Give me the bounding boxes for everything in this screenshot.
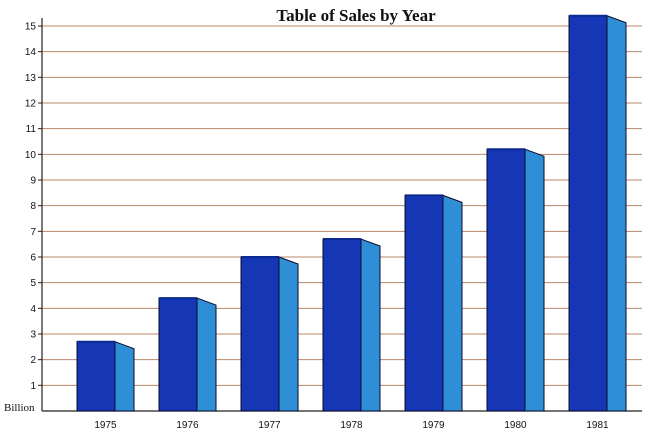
bar-side-face <box>606 15 627 412</box>
bar-front-face <box>404 194 444 412</box>
y-tick-label: 6 <box>30 253 36 264</box>
bar-side-face <box>278 256 299 412</box>
x-tick-label: 1978 <box>340 420 363 431</box>
bar-front-face <box>322 238 362 412</box>
bar-1977 <box>240 256 299 412</box>
y-tick-label: 12 <box>25 99 37 110</box>
y-tick-label: 14 <box>25 47 37 58</box>
y-tick-label: 8 <box>30 201 36 212</box>
bar-1979 <box>404 194 463 412</box>
x-tick-label: 1975 <box>94 420 117 431</box>
x-tick-label: 1980 <box>504 420 527 431</box>
y-tick-label: 11 <box>26 124 37 135</box>
bars <box>76 14 627 412</box>
bar-side-face <box>524 148 545 412</box>
y-tick-label: 10 <box>25 150 37 161</box>
bar-front-face <box>76 341 116 412</box>
y-tick-label: 4 <box>30 304 36 315</box>
bar-front-face <box>568 15 608 412</box>
bar-front-face <box>240 256 280 412</box>
x-tick-label: 1979 <box>422 420 445 431</box>
bar-side-face <box>442 194 463 412</box>
y-tick-label: 1 <box>30 381 36 392</box>
x-tick-label: 1976 <box>176 420 199 431</box>
bar-1978 <box>322 238 381 412</box>
x-tick-label: 1977 <box>258 420 281 431</box>
y-tick-label: 5 <box>30 278 36 289</box>
y-unit-label: Billion <box>4 402 35 414</box>
bar-1975 <box>76 340 135 412</box>
bar-1980 <box>486 148 545 412</box>
y-tick-label: 15 <box>25 22 37 33</box>
bar-front-face <box>158 297 198 412</box>
bar-side-face <box>360 238 381 412</box>
bar-front-face <box>486 148 526 412</box>
bar-side-face <box>196 297 217 412</box>
bar-1976 <box>158 297 217 412</box>
bar-1981 <box>568 14 627 412</box>
x-tick-label: 1981 <box>586 420 609 431</box>
y-tick-label: 13 <box>25 73 37 84</box>
y-tick-label: 7 <box>30 227 36 238</box>
y-tick-label: 3 <box>30 330 36 341</box>
bar-side-face <box>114 340 135 412</box>
y-tick-label: 9 <box>30 176 36 187</box>
chart-title: Table of Sales by Year <box>276 6 436 25</box>
x-tick-labels: 1975 1976 1977 1978 1979 1980 1981 <box>94 420 609 431</box>
y-tick-label: 2 <box>30 355 36 366</box>
